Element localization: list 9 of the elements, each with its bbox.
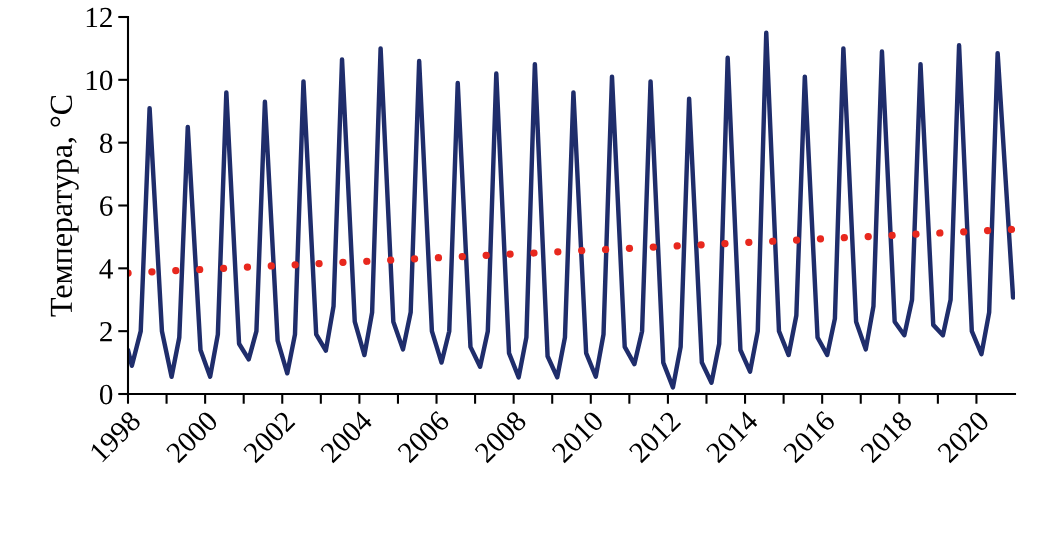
y-tick-label: 12 <box>86 7 112 28</box>
line-series <box>128 30 1015 390</box>
y-tick-label: 10 <box>86 70 113 91</box>
y-axis-title: Температура, °C <box>50 95 79 317</box>
y-tick-label: 0 <box>99 384 113 405</box>
y-tick-label: 2 <box>100 321 112 342</box>
y-tick-label: 6 <box>100 196 113 216</box>
y-tick-label: 4 <box>99 259 113 279</box>
y-tick-label: 8 <box>99 133 113 154</box>
